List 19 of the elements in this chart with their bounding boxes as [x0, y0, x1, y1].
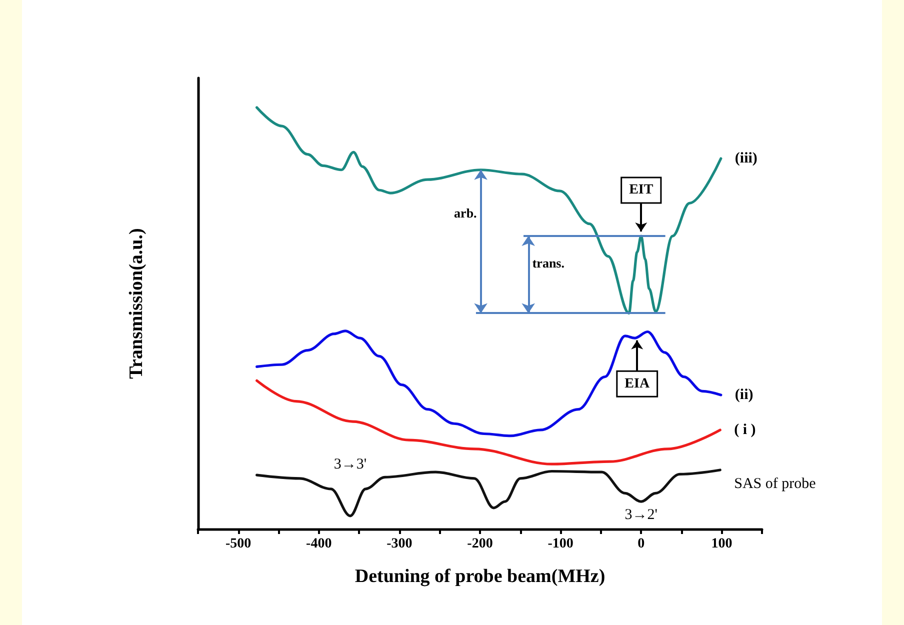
x-tick-label: -100: [548, 536, 574, 552]
x-tick-label: -400: [306, 536, 332, 552]
annotation: EIT: [629, 182, 654, 198]
x-tick-label: 100: [711, 536, 732, 552]
series-label: ( i ): [734, 422, 756, 438]
series-label: SAS of probe: [734, 476, 816, 492]
annotation: 3→3': [334, 456, 367, 472]
annotation: arb.: [454, 205, 477, 220]
annotation: EIA: [624, 376, 650, 392]
annotation: 3→2': [624, 507, 658, 524]
x-tick-label: -300: [386, 536, 412, 552]
x-tick-label: 0: [638, 536, 645, 552]
series-label: (iii): [734, 150, 758, 167]
x-tick-label: -500: [225, 536, 252, 552]
x-tick-label: -200: [467, 536, 493, 552]
annotation: trans.: [532, 256, 564, 271]
x-axis-title: Detuning of probe beam(MHz): [354, 566, 606, 587]
y-axis-title: Transmission(a.u.): [126, 228, 147, 379]
series-label: (ii): [734, 386, 754, 403]
